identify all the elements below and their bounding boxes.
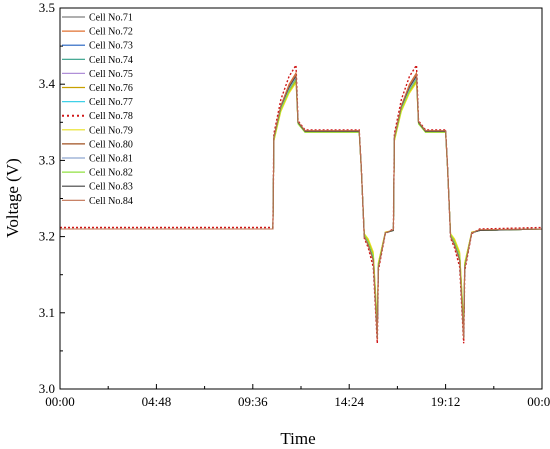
legend-label-9: Cell No.79 [89,125,133,136]
y-tick-label: 3.1 [39,305,55,320]
legend-label-7: Cell No.77 [89,97,133,108]
legend-label-5: Cell No.75 [89,69,133,80]
y-tick-label: 3.0 [39,381,55,396]
legend-label-8: Cell No.78 [89,111,133,122]
legend-label-2: Cell No.72 [89,27,133,38]
x-tick-label: 19:12 [431,394,461,409]
x-tick-label: 00:00 [45,394,75,409]
x-tick-label: 09:36 [238,394,268,409]
x-tick-label: 04:48 [142,394,172,409]
x-axis-title: Time [280,429,315,448]
y-tick-label: 3.3 [39,152,55,167]
y-tick-label: 3.4 [39,76,56,91]
legend-label-3: Cell No.73 [89,41,133,52]
legend-label-12: Cell No.82 [89,168,133,179]
legend-label-10: Cell No.80 [89,139,133,150]
series-layer [60,62,543,344]
legend-label-13: Cell No.83 [89,182,133,193]
legend-label-4: Cell No.74 [89,55,133,66]
legend-label-1: Cell No.71 [89,13,133,24]
ticks-layer: 00:0004:4809:3614:2419:1200:003.03.13.23… [39,0,550,409]
x-tick-label: 14:24 [334,394,364,409]
legend: Cell No.71 Cell No.72 Cell No.73 Cell No.74… [62,13,133,207]
legend-label-11: Cell No.81 [89,154,133,165]
legend-label-6: Cell No.76 [89,83,133,94]
x-tick-label: 00:00 [527,394,550,409]
legend-label-14: Cell No.84 [89,196,133,207]
y-axis-title: Voltage (V) [3,158,22,237]
y-tick-label: 3.5 [39,0,55,15]
y-tick-label: 3.2 [39,229,55,244]
series-line-14 [60,72,543,339]
